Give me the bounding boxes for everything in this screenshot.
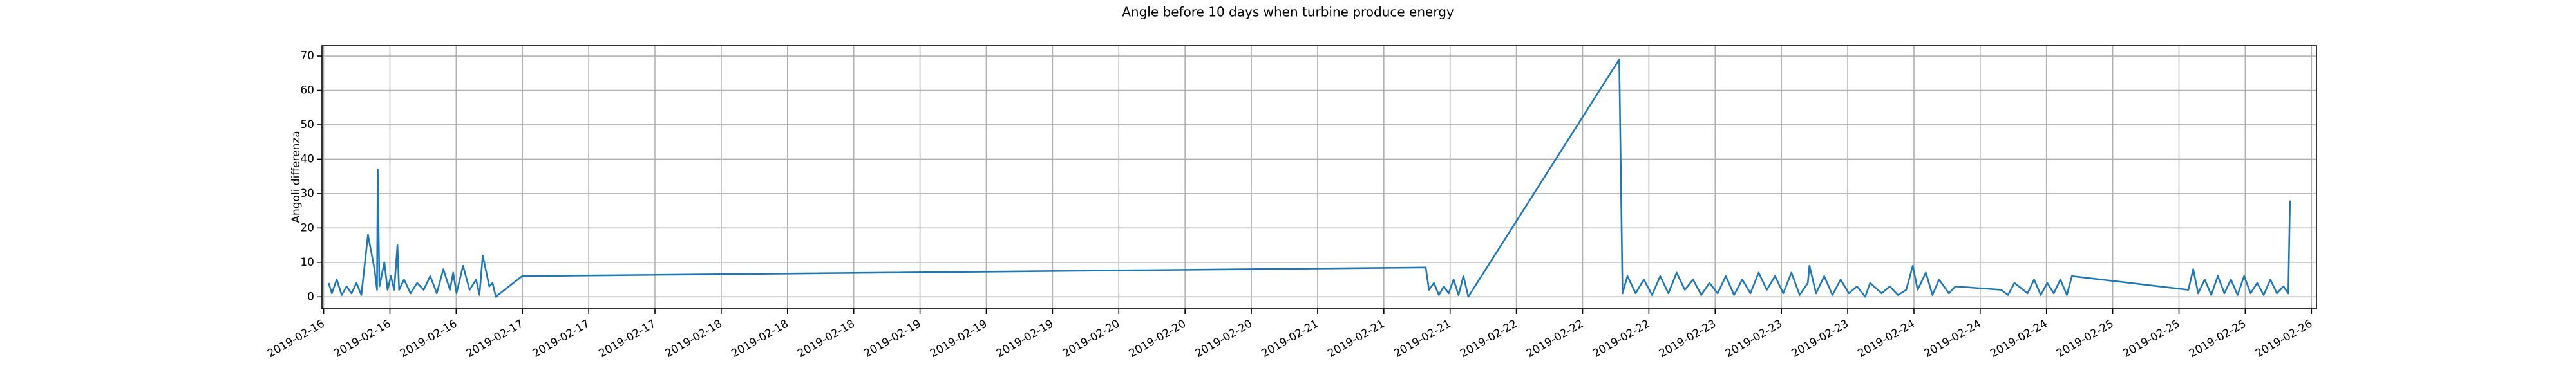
y-tick-label: 10 (300, 256, 314, 269)
x-tick-label: 2019-02-17 (531, 317, 592, 360)
y-tick-label: 60 (300, 84, 314, 97)
x-tick-label: 2019-02-21 (1259, 317, 1321, 360)
x-tick-label: 2019-02-24 (1922, 317, 1984, 360)
x-tick-label: 2019-02-24 (1855, 317, 1917, 360)
x-tick-label: 2019-02-23 (1657, 317, 1719, 360)
x-tick-label: 2019-02-26 (2253, 317, 2315, 360)
x-tick-label: 2019-02-16 (332, 317, 393, 360)
y-tick-label: 70 (300, 50, 314, 62)
data-line (328, 59, 2291, 298)
plot-frame (321, 45, 2317, 309)
x-tick-label: 2019-02-25 (2121, 317, 2183, 360)
y-tick-label: 20 (300, 221, 314, 234)
x-tick-label: 2019-02-19 (862, 317, 923, 360)
x-tick-label: 2019-02-16 (398, 317, 460, 360)
x-tick-label: 2019-02-22 (1591, 317, 1653, 360)
x-tick-label: 2019-02-17 (464, 317, 526, 360)
y-tick-label: 50 (300, 118, 314, 131)
x-tick-label: 2019-02-22 (1524, 317, 1586, 360)
y-tick-label: 30 (300, 187, 314, 200)
x-tick-label: 2019-02-23 (1789, 317, 1851, 360)
x-tick-label: 2019-02-24 (1988, 317, 2050, 360)
x-tick-label: 2019-02-25 (2054, 317, 2116, 360)
y-axis-label: Angoli differenza (290, 131, 303, 223)
chart-title: Angle before 10 days when turbine produc… (1122, 5, 1454, 20)
x-tick-label: 2019-02-20 (1193, 317, 1255, 360)
x-tick-label: 2019-02-19 (928, 317, 990, 360)
x-tick-label: 2019-02-17 (596, 317, 658, 360)
x-tick-label: 2019-02-22 (1458, 317, 1520, 360)
x-tick-label: 2019-02-18 (729, 317, 791, 360)
x-tick-label: 2019-02-18 (795, 317, 857, 360)
x-tick-label: 2019-02-20 (1127, 317, 1189, 360)
x-tick-label: 2019-02-19 (994, 317, 1056, 360)
y-tick-label: 40 (300, 152, 314, 165)
x-tick-label: 2019-02-23 (1723, 317, 1785, 360)
x-tick-label: 2019-02-20 (1061, 317, 1122, 360)
y-tick-label: 0 (307, 290, 314, 303)
x-tick-label: 2019-02-18 (663, 317, 724, 360)
x-tick-label: 2019-02-25 (2187, 317, 2249, 360)
x-tick-label: 2019-02-21 (1392, 317, 1454, 360)
x-tick-label: 2019-02-21 (1325, 317, 1387, 360)
x-tick-label: 2019-02-16 (265, 317, 327, 360)
